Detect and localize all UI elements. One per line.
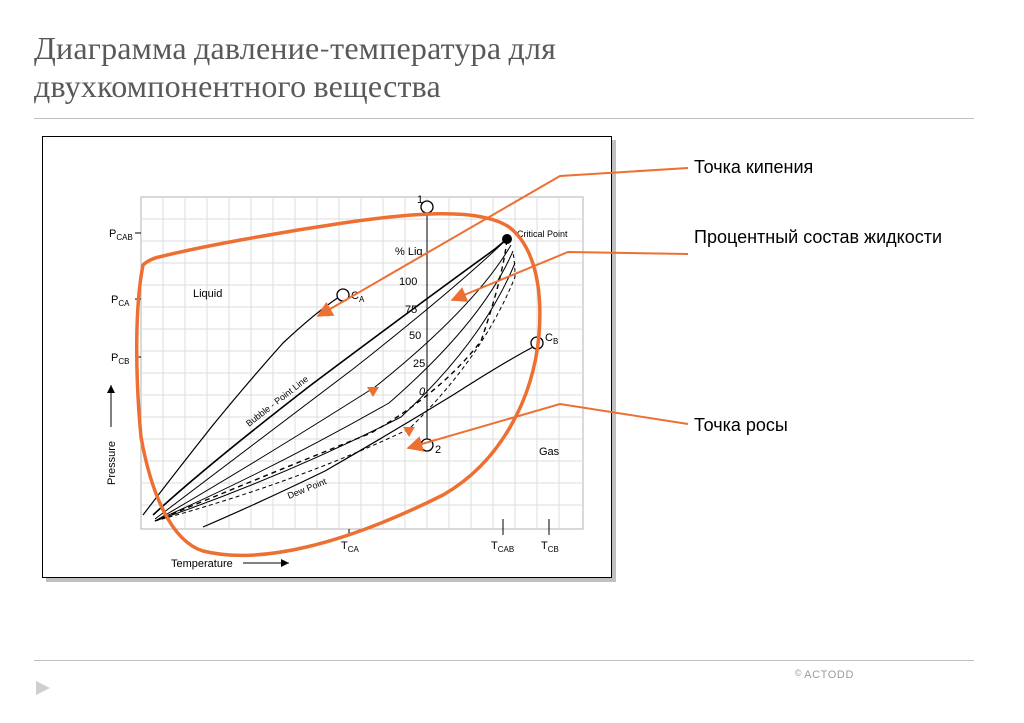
svg-text:75: 75 (405, 304, 417, 316)
slide-title: Диаграмма давление-температура для двухк… (34, 30, 754, 106)
svg-text:25: 25 (413, 358, 425, 370)
gas-label: Gas (539, 446, 560, 458)
x-axis-label: Temperature (171, 558, 233, 570)
liquid-label: Liquid (193, 288, 222, 300)
svg-text:1: 1 (417, 194, 423, 206)
phase-diagram-svg: PCAB PCA PCB TCA TCAB TCB Temperature (43, 137, 611, 577)
critical-point-label: Critical Point (517, 229, 568, 239)
critical-point (502, 234, 512, 244)
svg-text:100: 100 (399, 276, 417, 288)
svg-text:0: 0 (419, 386, 426, 398)
point-ca (337, 289, 349, 301)
percent-liquid-header: % Liq. (395, 246, 426, 258)
next-slide-icon[interactable] (34, 679, 54, 697)
point-2 (421, 439, 433, 451)
title-rule (34, 118, 974, 119)
callout-dew-point: Точка росы (694, 414, 788, 437)
svg-text:PCA: PCA (111, 294, 130, 308)
footer: ©ACTODD (795, 668, 854, 681)
svg-text:2: 2 (435, 444, 441, 456)
svg-text:50: 50 (409, 330, 421, 342)
phase-diagram-panel: PCAB PCA PCB TCA TCAB TCB Temperature (42, 136, 612, 578)
svg-text:PCB: PCB (111, 352, 129, 366)
slide: Диаграмма давление-температура для двухк… (0, 0, 1024, 723)
svg-text:TCAB: TCAB (491, 540, 514, 554)
callout-boiling-point: Точка кипения (694, 156, 813, 179)
svg-text:PCAB: PCAB (109, 228, 133, 242)
y-axis-label: Pressure (106, 441, 118, 485)
callout-percent-liquid: Процентный состав жидкости (694, 226, 944, 249)
bottom-rule (34, 660, 974, 661)
svg-text:TCA: TCA (341, 540, 360, 554)
svg-text:TCB: TCB (541, 540, 559, 554)
